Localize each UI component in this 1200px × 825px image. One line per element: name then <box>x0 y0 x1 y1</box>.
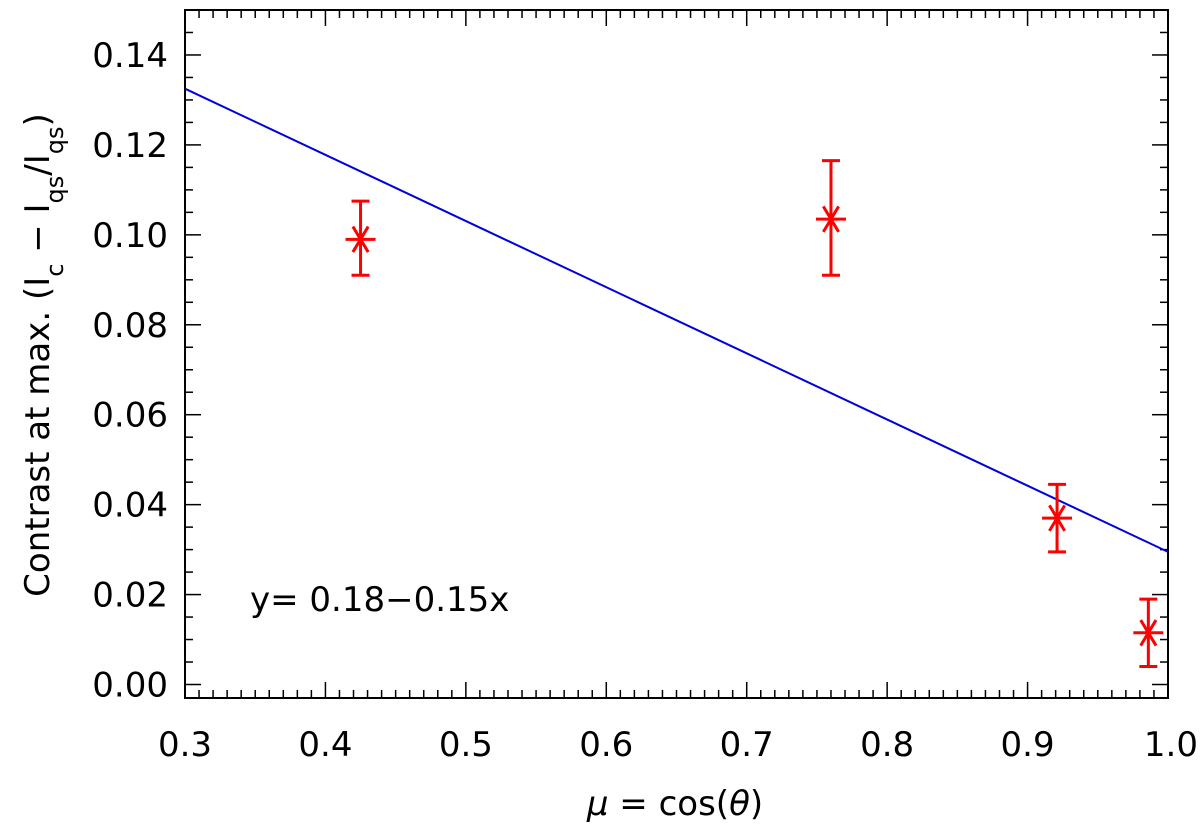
x-tick-label: 0.4 <box>298 725 352 765</box>
x-tick-label: 0.3 <box>158 725 212 765</box>
x-tick-label: 0.9 <box>1001 725 1055 765</box>
x-tick-label: 0.5 <box>439 725 493 765</box>
asterisk-marker-d2 <box>822 205 840 233</box>
data-point <box>1133 597 1164 669</box>
y-tick-label: 0.10 <box>92 216 168 256</box>
data-point <box>815 159 846 277</box>
y-tick-label: 0.12 <box>92 126 168 166</box>
x-tick-label: 0.7 <box>720 725 774 765</box>
data-point <box>1042 482 1073 554</box>
x-tick-label: 0.8 <box>860 725 914 765</box>
y-axis-label: Contrast at max. (Ic − Iqs/Iqs) <box>18 113 69 597</box>
ticks <box>184 9 1169 698</box>
asterisk-marker-d2 <box>1048 504 1066 532</box>
x-axis-label: μ = cos(θ) <box>586 784 763 824</box>
asterisk-marker-d2 <box>351 225 370 253</box>
y-tick-label: 0.06 <box>92 396 168 436</box>
x-tick-label: 1.0 <box>1144 725 1198 765</box>
y-tick-label: 0.08 <box>92 306 168 346</box>
fit-line <box>184 87 1169 553</box>
data-point <box>345 199 376 277</box>
asterisk-marker-d2 <box>1139 619 1158 647</box>
tick-labels: 0.3 0.4 0.5 0.6 0.7 0.8 0.9 1.0 0.00 0.02 0.04 0.06… <box>92 36 1198 765</box>
y-tick-label: 0.04 <box>92 486 168 526</box>
fit-equation-annotation: y= 0.18−0.15x <box>250 580 509 620</box>
y-tick-label: 0.00 <box>92 666 168 706</box>
series-layer <box>184 87 1169 669</box>
y-tick-label: 0.02 <box>92 576 168 616</box>
x-tick-label: 0.6 <box>579 725 633 765</box>
y-tick-label: 0.14 <box>92 36 168 76</box>
